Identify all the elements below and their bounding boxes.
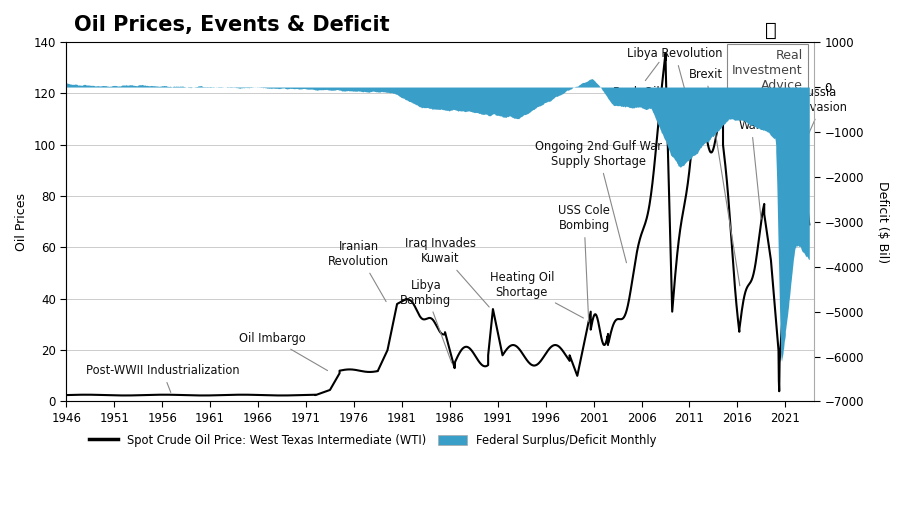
Text: Libya Revolution: Libya Revolution <box>627 47 722 111</box>
Text: Russia
Invasion: Russia Invasion <box>797 86 847 157</box>
Legend: Spot Crude Oil Price: West Texas Intermediate (WTI), Federal Surplus/Deficit Mon: Spot Crude Oil Price: West Texas Interme… <box>85 429 660 451</box>
Text: Heating Oil
Shortage: Heating Oil Shortage <box>489 271 582 318</box>
Y-axis label: Oil Prices: Oil Prices <box>15 193 28 251</box>
Text: Iranian
Revolution: Iranian Revolution <box>328 240 389 302</box>
Text: Oil Imbargo: Oil Imbargo <box>238 332 327 370</box>
Text: USS Cole
Bombing: USS Cole Bombing <box>557 204 610 322</box>
Text: Post-WWII Industrialization: Post-WWII Industrialization <box>86 364 239 392</box>
Y-axis label: Deficit ($ Bil): Deficit ($ Bil) <box>875 181 888 263</box>
Text: 🦅: 🦅 <box>764 22 776 41</box>
Text: Real
Investment
Advice: Real Investment Advice <box>731 49 802 92</box>
Text: China
Trade
War: China Trade War <box>732 89 766 219</box>
Text: Iraq Invades
Kuwait: Iraq Invades Kuwait <box>405 238 489 307</box>
Text: Ongoing 2nd Gulf War
Supply Shortage: Ongoing 2nd Gulf War Supply Shortage <box>535 140 661 263</box>
Text: Peak Oil: Peak Oil <box>613 62 659 98</box>
Text: Brexit: Brexit <box>688 68 739 286</box>
Text: Libya
Bombing: Libya Bombing <box>400 279 452 363</box>
Text: Oil Prices, Events & Deficit: Oil Prices, Events & Deficit <box>74 15 389 35</box>
